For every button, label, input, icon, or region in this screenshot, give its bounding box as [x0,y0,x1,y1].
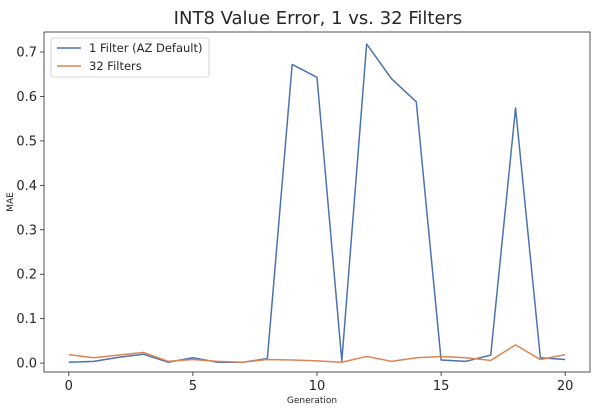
x-tick-label: 10 [309,379,326,394]
y-tick-label: 0.0 [16,357,37,372]
x-tick-label: 15 [433,379,450,394]
y-tick-label: 0.3 [16,223,37,238]
y-axis-label: MAE [6,192,16,212]
x-tick-label: 0 [65,379,73,394]
legend-entry-1: 1 Filter (AZ Default) [89,41,203,55]
y-tick-label: 0.1 [16,312,37,327]
series-line-1 [68,43,566,363]
x-tick-label: 20 [557,379,574,394]
axis-ticks: 0 5 10 15 20 0.0 0.1 0.2 0.3 0.4 0.5 0.6 0.7 [16,46,573,395]
x-tick-label: 5 [189,379,197,394]
legend-entry-2: 32 Filters [89,59,142,73]
series-line-2 [68,344,566,363]
y-tick-label: 0.6 [16,90,37,105]
legend: 1 Filter (AZ Default) 32 Filters [50,37,210,78]
y-tick-label: 0.5 [16,134,37,149]
x-axis-label: Generation [287,396,337,406]
series-lines [68,43,566,363]
y-tick-label: 0.7 [16,46,37,61]
y-tick-label: 0.4 [16,179,37,194]
y-tick-label: 0.2 [16,268,37,283]
chart-title: INT8 Value Error, 1 vs. 32 Filters [174,8,463,29]
plot-area [43,31,591,373]
legend-frame [50,37,210,78]
